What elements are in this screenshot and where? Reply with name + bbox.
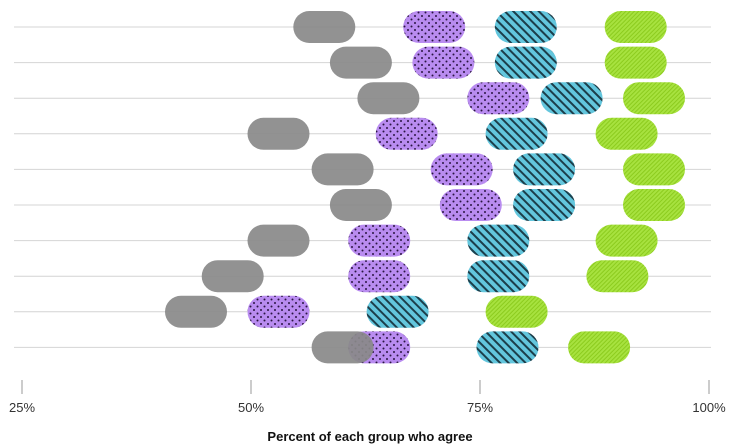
series-3-point-row-8 xyxy=(467,260,530,293)
series-1-point-row-5 xyxy=(311,153,374,186)
series-1-point-row-2 xyxy=(329,46,392,79)
series-4-point-row-4 xyxy=(595,117,658,150)
series-4-point-row-7 xyxy=(595,224,658,257)
series-1-point-row-8 xyxy=(201,260,264,293)
x-tick-label-2: 50% xyxy=(238,400,264,415)
x-tick-label-1: 25% xyxy=(9,400,35,415)
series-3-point-row-2 xyxy=(494,46,557,79)
x-tick-label-3: 75% xyxy=(467,400,493,415)
series-4-point-row-2 xyxy=(604,46,667,79)
series-2-point-row-2 xyxy=(412,46,475,79)
series-4-point-row-3 xyxy=(623,82,685,115)
series-2-point-row-7 xyxy=(348,224,411,257)
series-4-point-row-6 xyxy=(623,189,685,221)
series-2 xyxy=(247,11,530,364)
series-1-point-row-3 xyxy=(357,82,420,115)
series-2-point-row-4 xyxy=(375,117,438,150)
series-2-point-row-3 xyxy=(467,82,530,115)
series-3-point-row-1 xyxy=(494,11,557,43)
series-4-point-row-5 xyxy=(623,153,685,186)
series-2-point-row-1 xyxy=(403,11,466,43)
series-2-point-row-8 xyxy=(348,260,411,293)
series-4-point-row-10 xyxy=(568,331,631,364)
series-1-point-row-6 xyxy=(329,189,392,221)
data-marks xyxy=(165,11,685,364)
x-axis-title: Percent of each group who agree xyxy=(267,429,472,444)
series-1-point-row-10 xyxy=(311,331,374,364)
series-3-point-row-9 xyxy=(366,295,429,328)
series-3-point-row-3 xyxy=(540,82,603,115)
series-2-point-row-6 xyxy=(439,189,502,221)
series-4 xyxy=(485,11,685,364)
x-tick-label-4: 100% xyxy=(692,400,726,415)
series-1-point-row-9 xyxy=(165,295,227,328)
series-3-point-row-5 xyxy=(513,153,576,186)
series-3-point-row-6 xyxy=(513,189,576,221)
series-4-point-row-1 xyxy=(604,11,667,43)
series-4-point-row-8 xyxy=(586,260,649,293)
series-1-point-row-1 xyxy=(293,11,356,43)
series-1 xyxy=(165,11,420,364)
series-3-point-row-4 xyxy=(485,117,548,150)
series-3-point-row-7 xyxy=(467,224,530,257)
x-axis: 25% 50% 75% 100% xyxy=(9,380,726,415)
series-1-point-row-7 xyxy=(247,224,310,257)
series-3 xyxy=(366,11,603,364)
series-4-point-row-9 xyxy=(485,295,548,328)
series-2-point-row-9 xyxy=(247,295,310,328)
series-2-point-row-5 xyxy=(430,153,493,186)
series-1-point-row-4 xyxy=(247,117,310,150)
series-3-point-row-10 xyxy=(476,331,539,364)
